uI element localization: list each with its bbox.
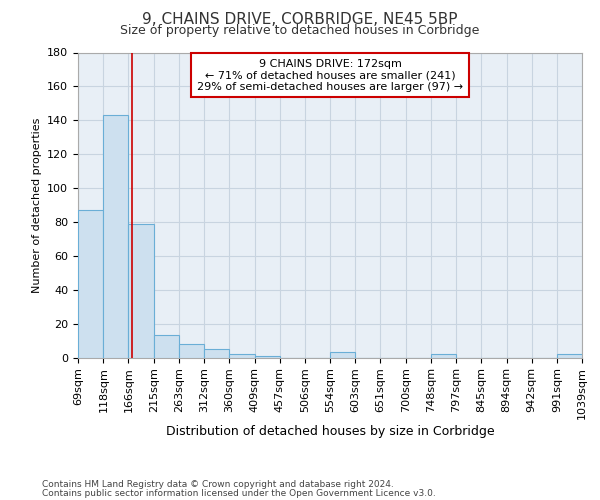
Bar — [254, 356, 280, 358]
Bar — [204, 349, 229, 358]
Bar — [330, 352, 355, 358]
Bar — [78, 210, 103, 358]
Text: Size of property relative to detached houses in Corbridge: Size of property relative to detached ho… — [121, 24, 479, 37]
Text: Contains HM Land Registry data © Crown copyright and database right 2024.: Contains HM Land Registry data © Crown c… — [42, 480, 394, 489]
Bar — [431, 354, 456, 358]
Bar — [103, 115, 128, 358]
Bar — [179, 344, 204, 358]
Y-axis label: Number of detached properties: Number of detached properties — [32, 118, 41, 292]
Text: 9, CHAINS DRIVE, CORBRIDGE, NE45 5BP: 9, CHAINS DRIVE, CORBRIDGE, NE45 5BP — [142, 12, 458, 28]
Text: Contains public sector information licensed under the Open Government Licence v3: Contains public sector information licen… — [42, 488, 436, 498]
X-axis label: Distribution of detached houses by size in Corbridge: Distribution of detached houses by size … — [166, 424, 494, 438]
Bar — [154, 336, 179, 357]
Bar — [557, 354, 582, 358]
Bar — [128, 224, 154, 358]
Text: 9 CHAINS DRIVE: 172sqm
← 71% of detached houses are smaller (241)
29% of semi-de: 9 CHAINS DRIVE: 172sqm ← 71% of detached… — [197, 58, 463, 92]
Bar — [229, 354, 254, 358]
